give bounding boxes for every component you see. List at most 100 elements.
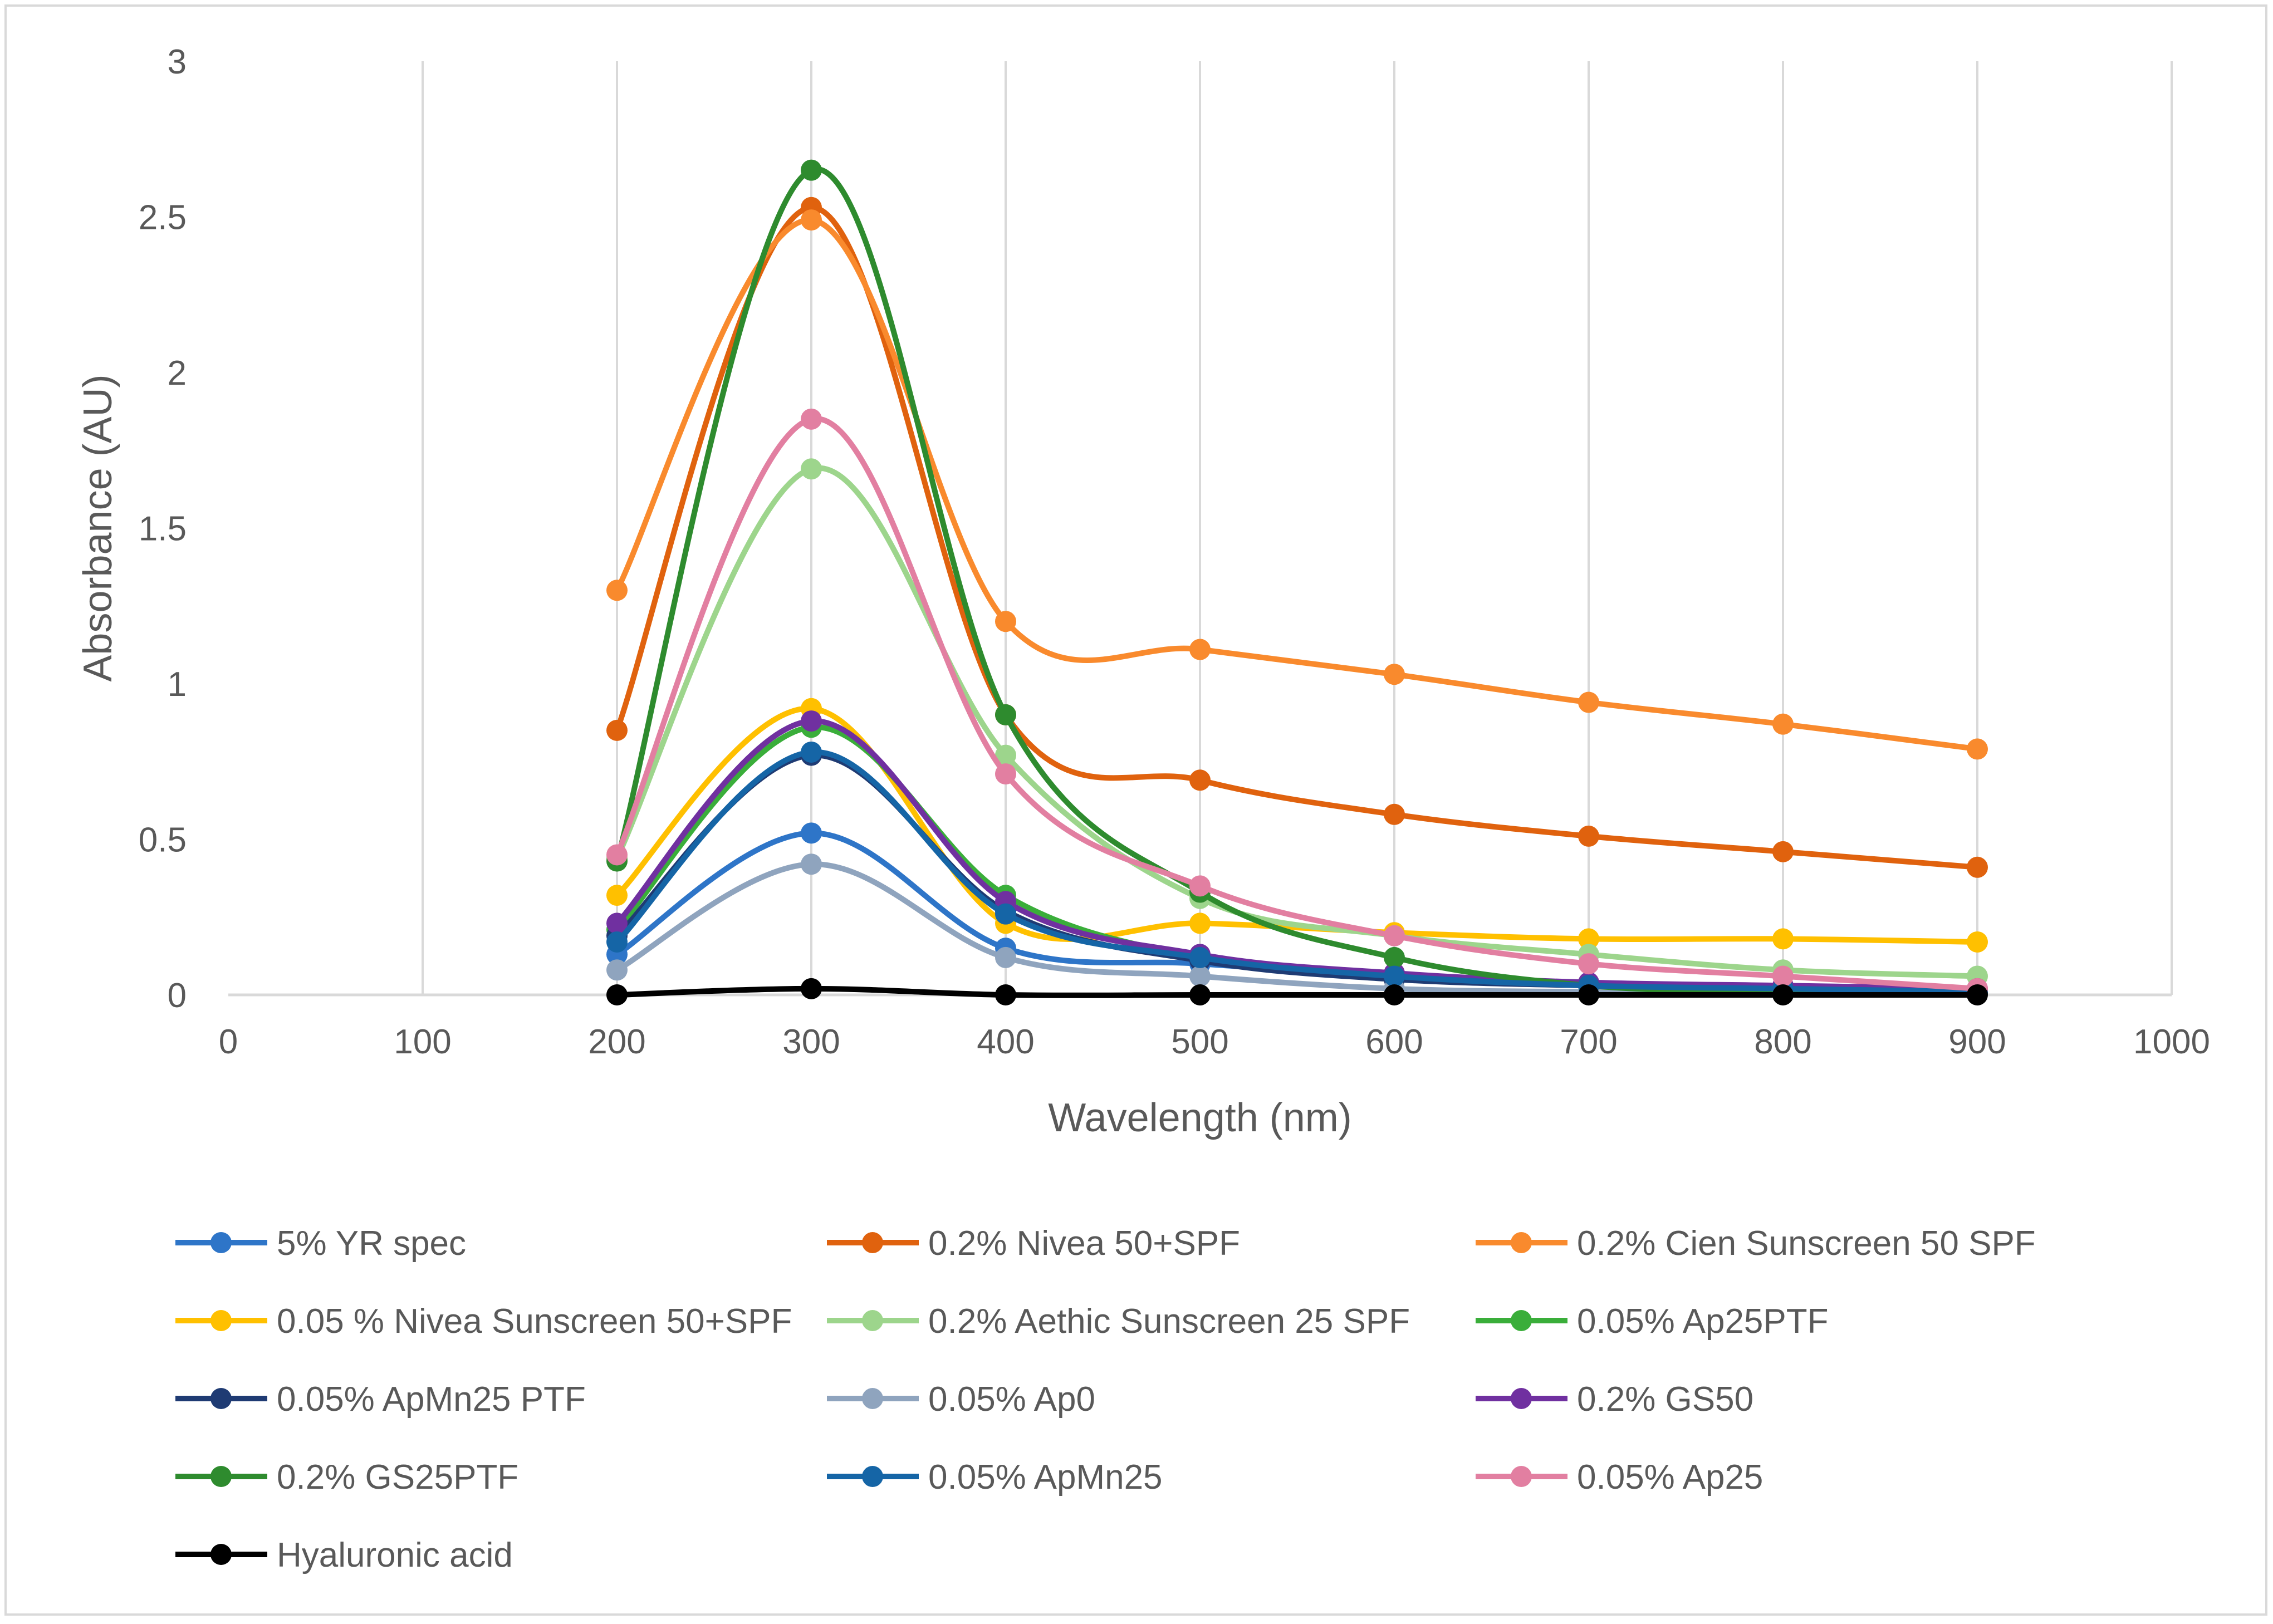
legend-label: 0.05% Ap0 <box>928 1380 1095 1419</box>
data-point <box>1189 965 1211 987</box>
data-point <box>801 408 822 430</box>
data-point <box>606 580 628 601</box>
data-point <box>995 946 1016 968</box>
y-tick-label: 2 <box>168 354 187 392</box>
legend-swatch-marker <box>1511 1388 1532 1409</box>
data-point <box>801 159 822 181</box>
data-point <box>801 822 822 844</box>
legend-item: 5% YR spec <box>175 1224 466 1263</box>
data-point <box>1578 928 1599 950</box>
data-point <box>801 978 822 999</box>
legend-label: 0.2% Nivea 50+SPF <box>928 1224 1240 1263</box>
legend-swatch-marker <box>862 1466 883 1487</box>
data-point <box>1384 965 1405 987</box>
y-tick-label: 1.5 <box>139 510 187 548</box>
data-point <box>995 744 1016 766</box>
data-point <box>606 719 628 741</box>
legend-swatch-marker <box>210 1388 232 1409</box>
data-point <box>801 741 822 763</box>
x-tick-label: 500 <box>1171 1023 1228 1061</box>
legend-label: 0.2% GS50 <box>1577 1380 1753 1419</box>
legend-label: 0.2% Aethic Sunscreen 25 SPF <box>928 1302 1410 1341</box>
data-point <box>1772 713 1794 735</box>
data-point <box>1578 825 1599 847</box>
data-point <box>1578 984 1599 1005</box>
data-point <box>1967 931 1988 953</box>
series-11 <box>606 408 1988 999</box>
data-point <box>1189 912 1211 934</box>
legend-swatch-marker <box>1511 1232 1532 1253</box>
legend-item: 0.05% ApMn25 <box>827 1458 1163 1497</box>
axes: 0 100 200 300 400 500 600 700 800 900 1000 0 0.5 1 1.5… <box>76 43 2210 1140</box>
y-axis-title: Absorbance (AU) <box>76 374 120 681</box>
legend-label: 0.05% Ap25 <box>1577 1458 1763 1497</box>
data-point <box>1967 984 1988 1005</box>
legend-swatch-marker <box>210 1310 232 1331</box>
data-point <box>1967 856 1988 878</box>
y-tick-label: 1 <box>168 665 187 704</box>
x-axis-title: Wavelength (nm) <box>1048 1096 1352 1140</box>
x-tick-label: 400 <box>977 1023 1034 1061</box>
data-point <box>801 853 822 875</box>
data-point <box>801 209 822 231</box>
legend-swatch-marker <box>210 1232 232 1253</box>
legend-label: 5% YR spec <box>277 1224 466 1263</box>
data-point <box>606 844 628 866</box>
data-point <box>1384 925 1405 946</box>
data-point <box>1189 984 1211 1005</box>
x-tick-label: 0 <box>219 1023 238 1061</box>
legend-item: 0.05% ApMn25 PTF <box>175 1380 586 1419</box>
x-tick-label: 800 <box>1754 1023 1811 1061</box>
data-point <box>995 763 1016 785</box>
legend-label: 0.05 % Nivea Sunscreen 50+SPF <box>277 1302 792 1341</box>
data-point <box>995 903 1016 925</box>
data-point <box>606 912 628 934</box>
legend-label: 0.05% ApMn25 <box>928 1458 1163 1497</box>
legend-label: 0.2% GS25PTF <box>277 1458 518 1497</box>
legend-item: 0.05 % Nivea Sunscreen 50+SPF <box>175 1302 792 1341</box>
data-point <box>1189 875 1211 897</box>
legend-item: 0.2% GS50 <box>1476 1380 1753 1419</box>
legend-swatch-marker <box>1511 1310 1532 1331</box>
data-point <box>995 984 1016 1005</box>
legend-swatch-marker <box>862 1388 883 1409</box>
legend-swatch-marker <box>862 1232 883 1253</box>
legend-label: 0.05% ApMn25 PTF <box>277 1380 586 1419</box>
data-point <box>606 885 628 906</box>
x-tick-label: 300 <box>782 1023 840 1061</box>
y-tick-label: 2.5 <box>139 199 187 237</box>
data-point <box>1384 803 1405 825</box>
series-group <box>606 159 1988 1005</box>
legend-item: 0.2% GS25PTF <box>175 1458 518 1497</box>
x-tick-label: 100 <box>394 1023 451 1061</box>
data-point <box>1384 946 1405 968</box>
data-point <box>1384 664 1405 685</box>
legend-swatch-marker <box>862 1310 883 1331</box>
legend-item: 0.2% Aethic Sunscreen 25 SPF <box>827 1302 1410 1341</box>
series-1 <box>606 197 1988 878</box>
series-12 <box>606 978 1988 1005</box>
legend-swatch-marker <box>1511 1466 1532 1487</box>
data-point <box>606 931 628 953</box>
series-2 <box>606 209 1988 760</box>
legend-item: 0.2% Cien Sunscreen 50 SPF <box>1476 1224 2036 1263</box>
data-point <box>1772 984 1794 1005</box>
legend-item: 0.05% Ap25 <box>1476 1458 1763 1497</box>
data-point <box>1578 953 1599 975</box>
data-point <box>995 611 1016 632</box>
chart-border <box>4 4 2267 1616</box>
x-tick-label: 700 <box>1560 1023 1617 1061</box>
legend-label: 0.05% Ap25PTF <box>1577 1302 1829 1341</box>
data-point <box>1772 965 1794 987</box>
series-line <box>614 166 1980 995</box>
legend-item: Hyaluronic acid <box>175 1536 513 1574</box>
legend-swatch-marker <box>210 1466 232 1487</box>
legend-label: Hyaluronic acid <box>277 1536 513 1574</box>
x-tick-label: 1000 <box>2133 1023 2210 1061</box>
data-point <box>995 704 1016 725</box>
legend-item: 0.05% Ap25PTF <box>1476 1302 1829 1341</box>
legend-label: 0.2% Cien Sunscreen 50 SPF <box>1577 1224 2036 1263</box>
series-line <box>614 204 1980 870</box>
data-point <box>606 959 628 981</box>
